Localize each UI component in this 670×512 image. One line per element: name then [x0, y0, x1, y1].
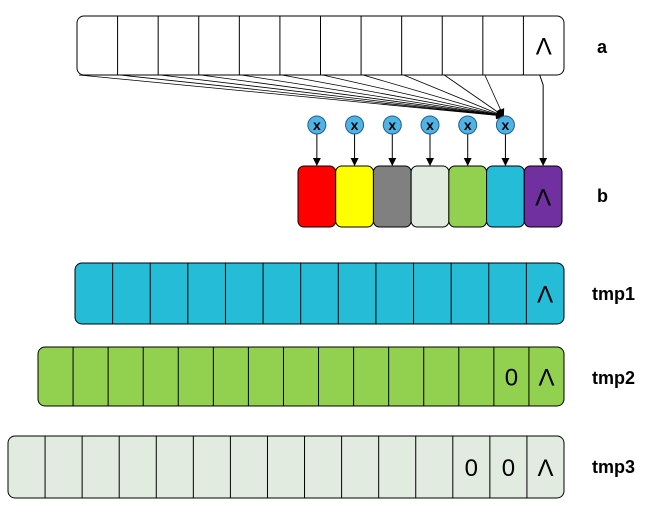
b-cell-4: [448, 165, 488, 228]
multiplier-circle: [345, 115, 365, 135]
tmp1-array-body: [74, 262, 565, 325]
tmp3-cell-value-13: 0: [502, 455, 515, 482]
multiplier-circle: [495, 115, 515, 135]
edges: [78, 74, 548, 166]
tmp1-cell-value-12: Λ: [537, 282, 553, 309]
b-cell-value-6: Λ: [535, 185, 551, 212]
multiplier-node: x: [458, 115, 478, 135]
tmp3-cell-value-14: Λ: [537, 455, 553, 482]
a-to-multiplier-arrow: [322, 74, 505, 119]
row-labels: a b tmp1 tmp2 tmp3: [592, 37, 635, 477]
b-cell-1: [335, 165, 374, 228]
a-cell-value-11: Λ: [536, 34, 552, 61]
a-to-multiplier-arrow: [241, 74, 505, 119]
a-label: a: [597, 37, 608, 57]
a-lambda-to-b-arrow: [539, 74, 548, 166]
tmp1-array: Λ: [74, 262, 565, 325]
multiplier-node: x: [420, 115, 440, 135]
multiplier-symbol: x: [502, 117, 510, 133]
b-cell-3: [410, 165, 450, 228]
multiplier-circle: [420, 115, 440, 135]
a-to-multiplier-arrow: [200, 74, 505, 120]
a-to-multiplier-arrow: [444, 74, 505, 117]
a-to-multiplier-arrow: [362, 74, 505, 118]
multiplier-circle: [382, 115, 402, 135]
multiplier-node: x: [345, 115, 365, 135]
tmp1-label: tmp1: [592, 284, 635, 304]
multiplier-symbol: x: [464, 117, 472, 133]
tmp3-label: tmp3: [592, 457, 635, 477]
b-array: Λ: [297, 165, 563, 228]
multiplier-symbol: x: [313, 117, 321, 133]
tmp3-array-body: [7, 435, 565, 499]
a-array: Λ: [76, 15, 565, 76]
multiplier-node: x: [495, 115, 515, 135]
tmp2-cell-value-14: Λ: [538, 365, 554, 392]
multiplier-node: x: [382, 115, 402, 135]
b-cell-5: [486, 165, 525, 228]
a-to-multiplier-arrow: [119, 74, 505, 120]
tmp3-cell-value-12: 0: [465, 455, 478, 482]
multiplier-symbol: x: [388, 117, 396, 133]
multiplier-symbol: x: [351, 117, 359, 133]
multiplier-node: x: [307, 115, 327, 135]
a-to-multiplier-arrow: [484, 74, 505, 117]
a-to-multiplier-arrow: [281, 74, 505, 119]
a-to-multiplier-arrow: [160, 74, 505, 120]
b-label: b: [597, 186, 608, 206]
multiplier-circle: [458, 115, 478, 135]
b-cell-2: [372, 165, 412, 228]
multiplier-circle: [307, 115, 327, 135]
tmp2-array-body: [37, 346, 565, 407]
tmp2-label: tmp2: [592, 368, 635, 388]
b-cell-6: [523, 165, 563, 228]
a-to-multiplier-arrow: [403, 74, 505, 118]
b-cell-0: [297, 165, 337, 228]
tmp2-cell-value-13: 0: [505, 365, 518, 392]
a-to-multiplier-arrow: [78, 74, 505, 120]
multiplier-symbol: x: [426, 117, 434, 133]
